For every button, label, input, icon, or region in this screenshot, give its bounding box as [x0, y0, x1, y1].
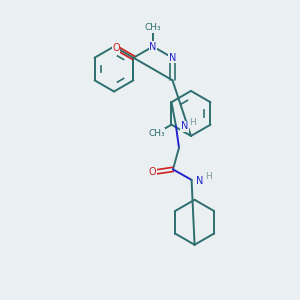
Text: N: N — [181, 121, 188, 131]
Text: CH₃: CH₃ — [148, 129, 165, 138]
Text: O: O — [112, 43, 120, 52]
Text: H: H — [189, 118, 196, 127]
Text: N: N — [149, 41, 157, 52]
Text: H: H — [205, 172, 212, 182]
Text: N: N — [169, 53, 176, 63]
Text: O: O — [149, 167, 156, 177]
Text: CH₃: CH₃ — [145, 23, 161, 32]
Text: N: N — [196, 176, 204, 186]
